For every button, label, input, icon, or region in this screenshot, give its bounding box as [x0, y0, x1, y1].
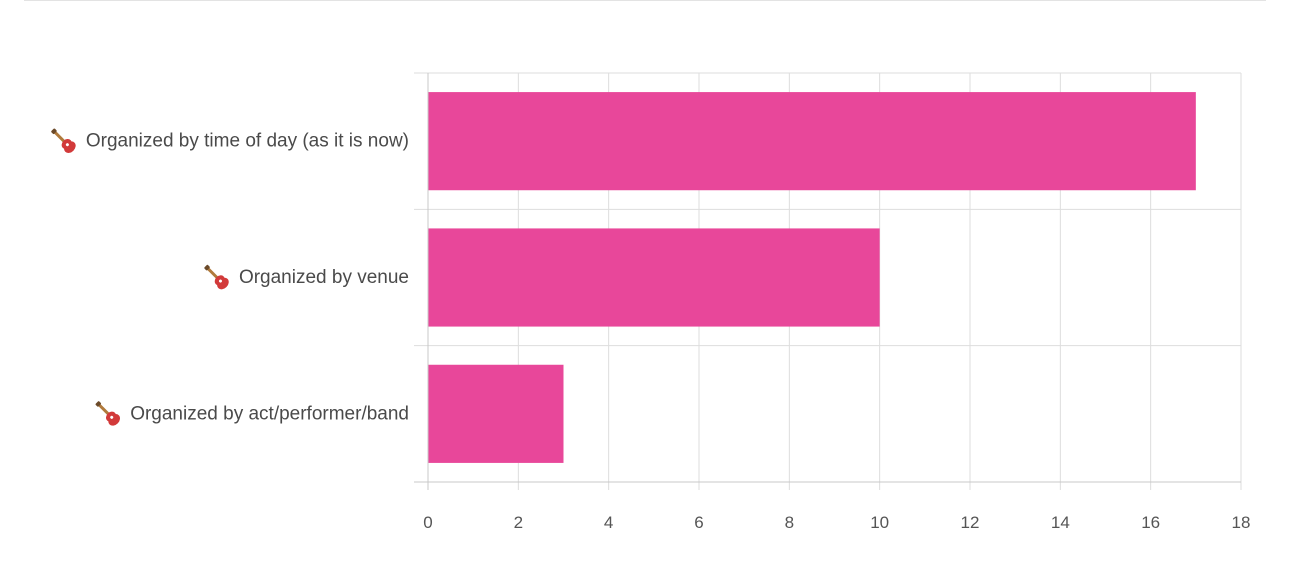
- category-label: Organized by venue: [239, 267, 409, 288]
- guitar-headstock: [95, 401, 102, 407]
- bar: [428, 364, 564, 463]
- bar: [428, 92, 1196, 191]
- guitar-neck: [53, 130, 65, 143]
- guitar-neck: [206, 267, 218, 279]
- guitar-icon: [95, 401, 120, 426]
- guitar-icon: [204, 264, 229, 290]
- x-tick-labels: 0 2 4 6 8 10 12 14 16 18: [423, 513, 1250, 532]
- guitar-pickguard: [110, 415, 114, 419]
- x-tick-label: 10: [870, 513, 889, 532]
- top-divider: [24, 0, 1266, 1]
- guitar-pickguard: [218, 279, 222, 283]
- category-label: Organized by act/performer/band: [130, 403, 409, 424]
- bar: [428, 228, 880, 327]
- bars: [428, 92, 1196, 463]
- x-tick-label: 18: [1232, 513, 1251, 532]
- x-tick-label: 8: [785, 513, 794, 532]
- guitar-pickguard: [65, 143, 69, 147]
- x-tick-label: 2: [514, 513, 523, 532]
- category-label: Organized by time of day (as it is now): [86, 131, 409, 152]
- x-tick-label: 0: [423, 513, 432, 532]
- guitar-headstock: [51, 128, 57, 135]
- x-tick-label: 12: [961, 513, 980, 532]
- x-tick-label: 4: [604, 513, 613, 532]
- guitar-icon: [51, 128, 76, 153]
- category-labels: Organized by time of day (as it is now) O…: [51, 128, 409, 426]
- x-tick-label: 14: [1051, 513, 1070, 532]
- axes: [414, 73, 1241, 490]
- x-tick-label: 16: [1141, 513, 1160, 532]
- guitar-neck: [97, 403, 110, 415]
- guitar-headstock: [204, 264, 210, 271]
- x-tick-label: 6: [694, 513, 703, 532]
